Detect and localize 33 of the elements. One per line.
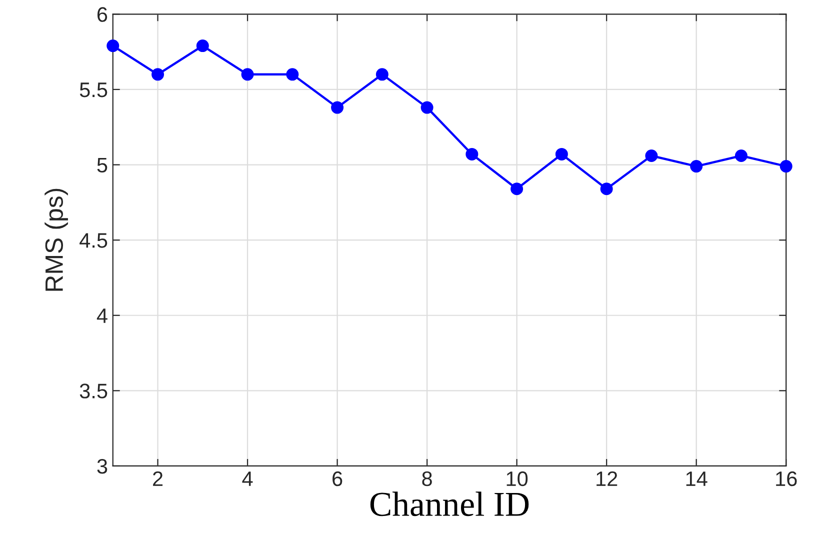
x-tick-label: 14 (686, 472, 708, 486)
point (690, 160, 703, 173)
y-tick-label: 5 (97, 158, 108, 173)
y-tick-label: 3.5 (80, 384, 108, 398)
y-tick-label: 4 (96, 308, 108, 323)
x-tick-label: 16 (776, 471, 797, 486)
point (331, 101, 344, 114)
point (510, 182, 524, 196)
point (286, 68, 299, 81)
point (645, 149, 658, 162)
point (106, 40, 120, 52)
x-tick-label: 6 (332, 471, 342, 486)
y-tick-label: 4.5 (80, 233, 108, 248)
y-tick-label: 6 (97, 7, 108, 22)
point (196, 40, 209, 52)
x-tick-label: 2 (153, 471, 163, 486)
point (734, 149, 748, 162)
x-tick-label: 10 (506, 471, 528, 486)
x-axis-title: Channel ID (370, 492, 529, 516)
point (420, 101, 434, 114)
y-tick-label: 5.5 (80, 82, 108, 98)
point (376, 68, 388, 81)
y-axis-title: RMS (ps) (44, 188, 68, 291)
point (466, 148, 478, 160)
point (152, 68, 164, 81)
x-tick-label: 4 (242, 472, 253, 486)
point (555, 148, 568, 160)
x-tick-label: 8 (422, 471, 432, 486)
y-tick-label: 3 (97, 458, 108, 474)
point (241, 68, 254, 81)
point (780, 160, 792, 173)
x-tick-label: 12 (596, 471, 618, 486)
point (600, 182, 613, 196)
